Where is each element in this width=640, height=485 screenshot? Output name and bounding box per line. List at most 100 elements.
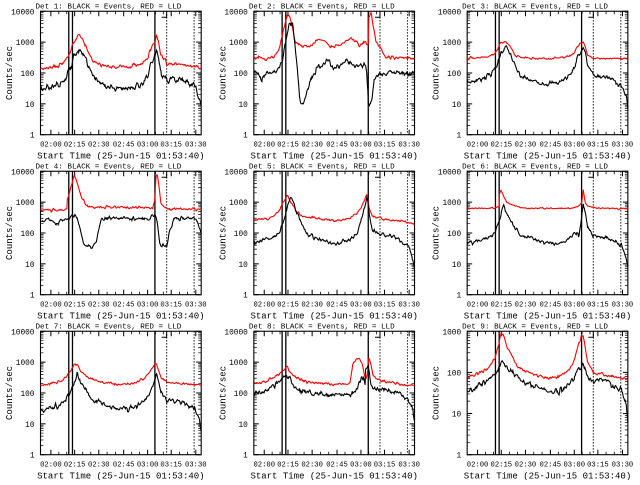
- svg-text:Det 4: BLACK = Events, RED = L: Det 4: BLACK = Events, RED = LLD: [36, 163, 182, 171]
- svg-text:02:30: 02:30: [88, 142, 110, 150]
- svg-text:1: 1: [30, 453, 35, 461]
- svg-text:10: 10: [452, 262, 462, 270]
- svg-text:02:30: 02:30: [515, 462, 537, 470]
- svg-text:100: 100: [447, 231, 461, 239]
- svg-text:02:15: 02:15: [491, 142, 513, 150]
- svg-text:Det 2: BLACK = Events, RED = L: Det 2: BLACK = Events, RED = LLD: [249, 3, 395, 11]
- svg-text:03:15: 03:15: [374, 142, 396, 150]
- svg-text:02:30: 02:30: [301, 462, 323, 470]
- svg-text:02:30: 02:30: [301, 142, 323, 150]
- svg-text:02:00: 02:00: [40, 142, 62, 150]
- svg-text:1000: 1000: [229, 200, 248, 208]
- svg-text:10: 10: [25, 262, 35, 270]
- svg-text:03:00: 03:00: [137, 302, 159, 310]
- svg-text:02:15: 02:15: [491, 302, 513, 310]
- svg-text:100: 100: [20, 71, 34, 79]
- svg-text:03:30: 03:30: [398, 302, 420, 310]
- svg-text:02:45: 02:45: [326, 142, 348, 150]
- svg-text:02:45: 02:45: [326, 302, 348, 310]
- svg-text:Det 6: BLACK = Events, RED = L: Det 6: BLACK = Events, RED = LLD: [462, 163, 608, 171]
- svg-text:02:15: 02:15: [64, 142, 86, 150]
- svg-text:1: 1: [456, 133, 461, 141]
- svg-text:Counts/sec: Counts/sec: [5, 206, 15, 260]
- svg-text:02:45: 02:45: [113, 302, 135, 310]
- svg-text:02:45: 02:45: [540, 302, 562, 310]
- svg-text:Start Time (25-Jun-15 01:53:40: Start Time (25-Jun-15 01:53:40): [37, 472, 204, 480]
- svg-text:1000: 1000: [16, 40, 35, 48]
- svg-text:1000: 1000: [16, 360, 35, 368]
- svg-text:100: 100: [234, 391, 248, 399]
- svg-text:10000: 10000: [11, 329, 35, 337]
- svg-text:02:00: 02:00: [253, 142, 275, 150]
- svg-text:02:15: 02:15: [491, 462, 513, 470]
- svg-text:100: 100: [447, 71, 461, 79]
- svg-text:Counts/sec: Counts/sec: [5, 366, 15, 420]
- svg-text:10: 10: [452, 102, 462, 110]
- svg-text:1000: 1000: [229, 40, 248, 48]
- svg-text:03:00: 03:00: [350, 142, 372, 150]
- svg-text:1: 1: [243, 133, 248, 141]
- svg-text:02:00: 02:00: [467, 462, 489, 470]
- svg-text:03:00: 03:00: [563, 302, 585, 310]
- svg-text:10: 10: [238, 102, 248, 110]
- svg-text:Counts/sec: Counts/sec: [218, 206, 228, 260]
- svg-text:03:30: 03:30: [398, 142, 420, 150]
- svg-text:10: 10: [25, 102, 35, 110]
- svg-text:02:00: 02:00: [467, 142, 489, 150]
- svg-text:02:30: 02:30: [88, 302, 110, 310]
- svg-text:Counts/sec: Counts/sec: [432, 46, 442, 100]
- svg-text:10000: 10000: [438, 169, 462, 177]
- svg-text:03:30: 03:30: [398, 462, 420, 470]
- svg-text:10: 10: [452, 412, 462, 420]
- svg-text:100: 100: [447, 370, 461, 378]
- svg-text:03:15: 03:15: [374, 462, 396, 470]
- svg-text:03:00: 03:00: [563, 462, 585, 470]
- svg-text:02:30: 02:30: [515, 142, 537, 150]
- svg-text:1: 1: [456, 293, 461, 301]
- svg-text:1: 1: [30, 293, 35, 301]
- svg-text:02:15: 02:15: [64, 302, 86, 310]
- svg-text:Det 1: BLACK = Events, RED = L: Det 1: BLACK = Events, RED = LLD: [36, 3, 182, 11]
- svg-text:Counts/sec: Counts/sec: [5, 46, 15, 100]
- svg-text:02:00: 02:00: [253, 462, 275, 470]
- svg-text:1000: 1000: [229, 360, 248, 368]
- svg-text:1000: 1000: [442, 200, 461, 208]
- svg-text:03:30: 03:30: [185, 142, 207, 150]
- svg-text:03:15: 03:15: [374, 302, 396, 310]
- svg-text:10: 10: [25, 422, 35, 430]
- svg-text:02:45: 02:45: [540, 142, 562, 150]
- svg-text:10000: 10000: [224, 169, 248, 177]
- svg-text:10000: 10000: [11, 169, 35, 177]
- svg-text:Det 5: BLACK = Events, RED = L: Det 5: BLACK = Events, RED = LLD: [249, 163, 395, 171]
- svg-text:03:30: 03:30: [185, 302, 207, 310]
- svg-text:Start Time (25-Jun-15 01:53:40: Start Time (25-Jun-15 01:53:40): [250, 472, 417, 480]
- svg-text:100: 100: [20, 231, 34, 239]
- svg-text:100: 100: [234, 231, 248, 239]
- svg-text:03:15: 03:15: [587, 302, 609, 310]
- svg-text:100: 100: [234, 71, 248, 79]
- svg-text:02:30: 02:30: [301, 302, 323, 310]
- svg-text:03:15: 03:15: [587, 142, 609, 150]
- svg-text:10: 10: [238, 422, 248, 430]
- svg-text:Counts/sec: Counts/sec: [432, 366, 442, 420]
- svg-text:03:30: 03:30: [185, 462, 207, 470]
- svg-text:Counts/sec: Counts/sec: [432, 206, 442, 260]
- svg-text:02:45: 02:45: [113, 462, 135, 470]
- svg-text:02:30: 02:30: [515, 302, 537, 310]
- svg-text:03:00: 03:00: [137, 142, 159, 150]
- svg-text:Det 7: BLACK = Events, RED = L: Det 7: BLACK = Events, RED = LLD: [36, 323, 182, 331]
- svg-text:02:00: 02:00: [253, 302, 275, 310]
- svg-text:1000: 1000: [16, 200, 35, 208]
- svg-text:03:00: 03:00: [350, 462, 372, 470]
- svg-text:Det 9: BLACK = Events, RED = L: Det 9: BLACK = Events, RED = LLD: [462, 323, 608, 331]
- svg-text:1: 1: [30, 133, 35, 141]
- svg-text:03:00: 03:00: [563, 142, 585, 150]
- svg-text:03:30: 03:30: [612, 462, 634, 470]
- svg-text:02:00: 02:00: [40, 462, 62, 470]
- svg-text:03:00: 03:00: [137, 462, 159, 470]
- svg-text:1: 1: [243, 453, 248, 461]
- svg-text:02:45: 02:45: [326, 462, 348, 470]
- svg-text:1: 1: [456, 453, 461, 461]
- svg-text:100: 100: [20, 391, 34, 399]
- svg-text:10000: 10000: [11, 9, 35, 17]
